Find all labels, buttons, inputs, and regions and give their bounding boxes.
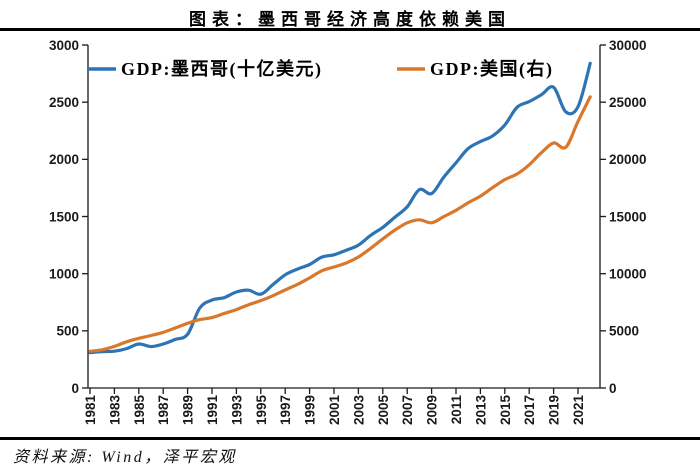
x-tick-label: 2005 bbox=[376, 395, 391, 426]
x-tick-label: 2009 bbox=[425, 395, 440, 425]
y-right-tick-label: 10000 bbox=[609, 266, 647, 281]
x-tick-label: 1987 bbox=[156, 395, 171, 425]
y-right-tick-label: 25000 bbox=[609, 95, 647, 110]
x-tick-label: 1989 bbox=[181, 395, 196, 425]
y-right-tick-label: 5000 bbox=[609, 324, 639, 339]
y-left-tick-label: 500 bbox=[56, 324, 79, 339]
x-tick-label: 2017 bbox=[522, 395, 537, 425]
y-right-tick-label: 20000 bbox=[609, 152, 647, 167]
x-tick-label: 2019 bbox=[547, 395, 562, 425]
x-tick-label: 2007 bbox=[400, 395, 415, 425]
top-divider bbox=[0, 28, 700, 31]
x-tick-label: 1981 bbox=[83, 395, 98, 426]
y-right-tick-label: 0 bbox=[609, 381, 617, 396]
y-left-tick-label: 3000 bbox=[49, 38, 79, 53]
x-tick-label: 1985 bbox=[132, 395, 147, 426]
y-left-tick-label: 2000 bbox=[49, 152, 79, 167]
legend-label-us: GDP:美国(右) bbox=[430, 58, 553, 80]
y-left-tick-label: 1500 bbox=[49, 209, 79, 224]
y-left-tick-label: 0 bbox=[71, 381, 79, 396]
x-tick-label: 1993 bbox=[229, 395, 244, 426]
series-lines bbox=[88, 61, 592, 355]
x-tick-label: 1991 bbox=[205, 395, 220, 426]
x-tick-label: 2003 bbox=[351, 395, 366, 426]
legend: GDP:墨西哥(十亿美元) GDP:美国(右) bbox=[88, 58, 553, 80]
y-left-tick-label: 1000 bbox=[49, 266, 79, 281]
y-left-tick-label: 2500 bbox=[49, 95, 79, 110]
x-tick-label: 2021 bbox=[571, 395, 586, 426]
chart-line-mexico bbox=[88, 61, 592, 355]
source-note: 资料来源: Wind，泽平宏观 bbox=[13, 449, 237, 466]
x-tick-label: 2013 bbox=[473, 395, 488, 426]
x-tick-label: 1999 bbox=[303, 395, 318, 425]
x-tick-label: 1983 bbox=[107, 395, 122, 426]
chart-line-us bbox=[88, 95, 592, 353]
x-tick-label: 1995 bbox=[254, 395, 269, 426]
bottom-divider bbox=[0, 437, 700, 440]
y-right-tick-label: 15000 bbox=[609, 209, 647, 224]
x-tick-label: 2001 bbox=[327, 395, 342, 426]
x-tick-label: 2015 bbox=[498, 395, 513, 426]
chart-title: 图表：墨西哥经济高度依赖美国 bbox=[189, 10, 511, 29]
legend-label-mexico: GDP:墨西哥(十亿美元) bbox=[121, 58, 322, 80]
y-right-tick-label: 30000 bbox=[609, 38, 647, 53]
x-tick-label: 1997 bbox=[278, 395, 293, 425]
x-tick-label: 2011 bbox=[449, 395, 464, 425]
axes: 0500100015002000250030000500010000150002… bbox=[49, 38, 647, 425]
